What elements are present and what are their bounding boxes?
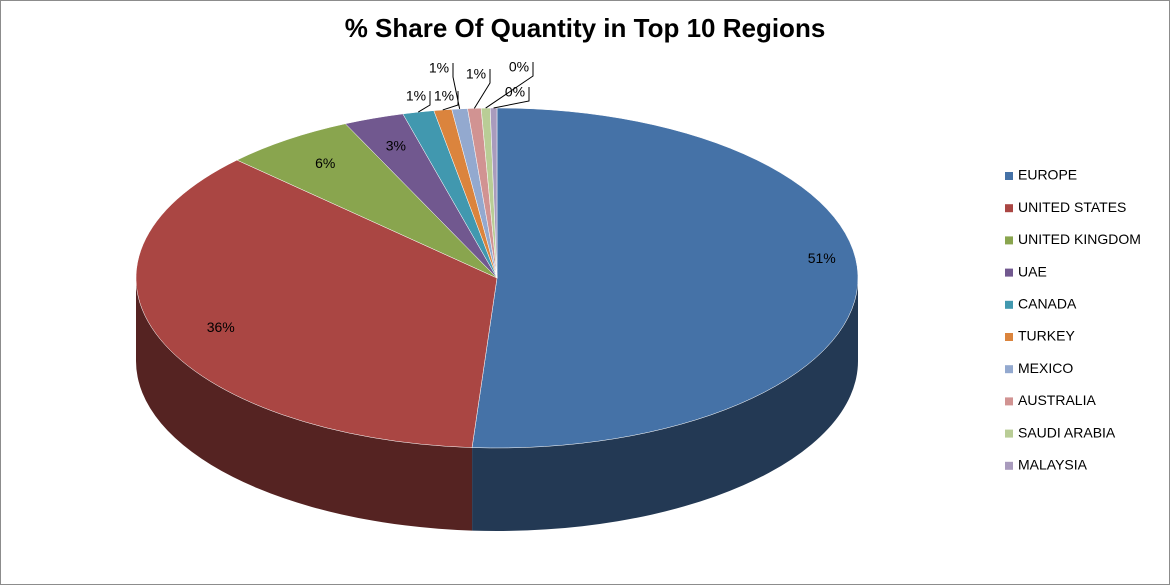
legend-label: UAE (1018, 263, 1047, 279)
chart-title: % Share Of Quantity in Top 10 Regions (345, 13, 826, 43)
leader-line (493, 87, 530, 109)
data-label: 51% (808, 250, 836, 266)
leader-line (473, 69, 491, 109)
legend-label: MEXICO (1018, 360, 1073, 376)
legend-label: AUSTRALIA (1018, 392, 1096, 408)
legend-swatch (1005, 333, 1013, 341)
leader-line (442, 91, 459, 111)
legend-label: CANADA (1018, 296, 1077, 312)
legend-label: EUROPE (1018, 167, 1077, 183)
legend-label: SAUDI ARABIA (1018, 424, 1116, 440)
data-label: 1% (406, 88, 426, 104)
legend-swatch (1005, 172, 1013, 180)
data-label: 0% (505, 84, 525, 100)
data-label: 1% (434, 88, 454, 104)
legend-swatch (1005, 268, 1013, 277)
data-label: 6% (315, 155, 335, 171)
pie-side (472, 278, 858, 531)
legend-label: MALAYSIA (1018, 457, 1088, 473)
legend-swatch (1005, 461, 1013, 470)
data-label: 36% (207, 319, 235, 335)
data-label: 1% (466, 66, 486, 82)
pie-side (136, 278, 473, 531)
leader-line (485, 62, 534, 109)
legend-swatch (1005, 429, 1013, 438)
data-label: 1% (429, 60, 449, 76)
leader-line (452, 63, 461, 110)
legend-label: UNITED STATES (1018, 199, 1126, 215)
data-label: 3% (386, 138, 406, 154)
legend-swatch (1005, 300, 1013, 309)
legend-swatch (1005, 236, 1013, 245)
pie-slice (236, 123, 498, 279)
legend-swatch (1005, 397, 1013, 406)
pie-slice (471, 107, 859, 449)
legend-label: UNITED KINGDOM (1018, 231, 1141, 247)
legend-swatch (1005, 204, 1013, 213)
legend-swatch (1005, 365, 1013, 374)
data-label: 0% (509, 59, 529, 75)
leader-line (417, 91, 431, 113)
legend-label: TURKEY (1018, 328, 1075, 344)
pie-slice (135, 159, 498, 448)
